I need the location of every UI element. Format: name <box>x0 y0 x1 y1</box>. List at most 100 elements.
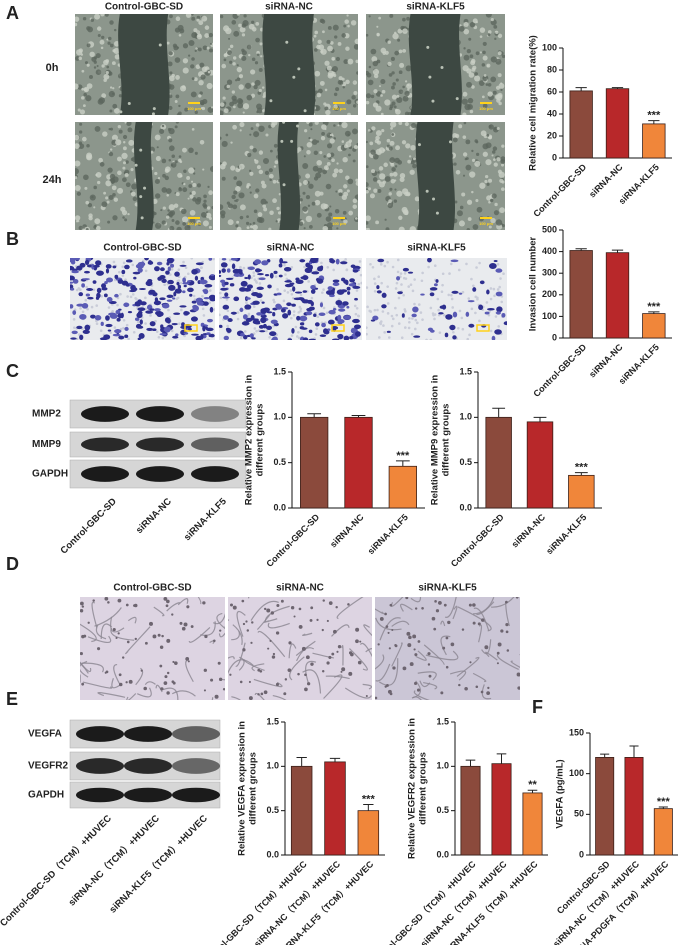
cell <box>298 607 302 611</box>
tube <box>87 635 112 644</box>
y-tick-label: 1.0 <box>436 761 449 771</box>
cell <box>111 92 115 95</box>
cell <box>373 188 378 193</box>
cell <box>168 138 173 143</box>
cell <box>165 188 172 194</box>
stained-cell <box>161 278 167 284</box>
cell <box>75 22 78 27</box>
cell <box>414 196 420 202</box>
cell <box>181 85 186 89</box>
y-tick-label: 100 <box>542 311 557 321</box>
stained-cell <box>222 304 230 310</box>
bar <box>522 792 543 856</box>
tube <box>177 598 189 606</box>
tube <box>425 650 459 661</box>
cell <box>195 64 201 70</box>
cell <box>333 168 339 174</box>
stained-cell <box>70 259 76 265</box>
cell <box>220 14 224 19</box>
cell <box>75 184 81 192</box>
stained-cell <box>210 274 215 277</box>
pore <box>326 265 330 269</box>
cell <box>466 199 473 205</box>
tube <box>476 601 495 616</box>
stained-cell <box>100 321 104 326</box>
tube <box>216 612 225 630</box>
tube <box>349 648 368 671</box>
cell <box>182 67 189 74</box>
cell <box>85 228 89 230</box>
stained-cell <box>183 284 187 288</box>
cell <box>342 210 347 215</box>
cell <box>87 202 93 208</box>
pore <box>355 306 359 310</box>
cell <box>225 133 229 137</box>
cell <box>193 28 198 33</box>
cell <box>378 85 381 88</box>
cell <box>476 152 480 156</box>
cell <box>229 673 232 676</box>
blot-band <box>76 758 124 774</box>
cell <box>327 26 332 30</box>
stained-cell <box>230 258 238 261</box>
cell <box>258 169 264 175</box>
cell <box>484 645 489 650</box>
cell <box>354 38 358 45</box>
cell <box>334 35 338 39</box>
cell <box>75 160 81 167</box>
pore <box>113 326 117 329</box>
pore <box>213 308 215 311</box>
cell <box>206 46 210 50</box>
cell <box>319 151 323 155</box>
cell <box>132 196 138 202</box>
cell <box>246 94 253 101</box>
blot-band <box>81 406 129 422</box>
cell <box>320 50 324 54</box>
cell <box>223 108 229 114</box>
tube <box>400 603 413 612</box>
scale-bar-label: 100 μm <box>187 221 201 226</box>
stained-cell <box>175 333 179 337</box>
pore <box>408 317 411 320</box>
stained-cell <box>177 284 182 290</box>
cell <box>314 199 321 206</box>
stained-cell <box>397 291 403 295</box>
cell <box>227 50 232 56</box>
cell <box>261 109 266 113</box>
cell <box>257 668 261 672</box>
cell <box>353 145 358 150</box>
stained-cell <box>243 334 248 340</box>
cell <box>84 186 88 190</box>
scale-bar-label: 100 μm <box>332 221 346 226</box>
cell <box>261 86 265 89</box>
cell <box>155 222 162 229</box>
tube <box>257 630 286 658</box>
cell <box>474 139 478 143</box>
pore <box>236 317 240 321</box>
stained-cell <box>164 326 171 333</box>
stained-cell <box>258 324 265 329</box>
cell <box>381 129 385 133</box>
tube <box>125 626 151 655</box>
cell <box>272 652 276 656</box>
pore <box>316 315 320 319</box>
cell <box>166 599 170 604</box>
stained-cell <box>117 313 123 319</box>
cell <box>413 648 416 651</box>
cell <box>288 641 292 645</box>
cell <box>118 673 122 677</box>
panel-letter: E <box>6 689 18 709</box>
stained-cell <box>488 263 497 270</box>
significance: ** <box>528 779 537 791</box>
pore <box>111 310 114 313</box>
stained-cell <box>301 327 308 330</box>
y-tick-label: 1.5 <box>266 716 279 726</box>
tube <box>91 601 98 628</box>
cell <box>332 24 339 31</box>
cell <box>302 191 306 195</box>
pore <box>72 318 76 321</box>
cell <box>417 143 421 147</box>
cell <box>470 58 476 64</box>
y-tick-label: 0.0 <box>266 849 279 859</box>
cell <box>493 24 498 29</box>
